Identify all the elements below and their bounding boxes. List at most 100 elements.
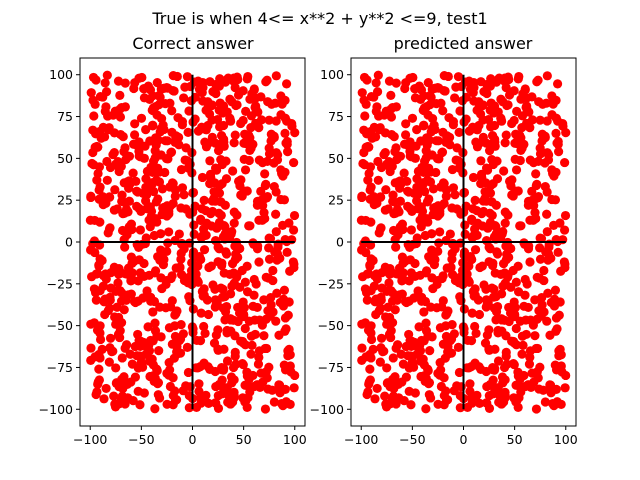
scatter-point: [428, 184, 439, 194]
scatter-point: [280, 313, 291, 323]
scatter-point: [143, 322, 153, 332]
scatter-point: [515, 155, 525, 166]
scatter-point: [524, 359, 535, 369]
scatter-point: [199, 284, 209, 294]
scatter-point: [516, 221, 526, 231]
scatter-point: [537, 300, 547, 310]
scatter-point: [94, 364, 104, 374]
scatter-point: [240, 165, 251, 175]
scatter-point: [551, 128, 561, 138]
scatter-point: [538, 99, 548, 109]
scatter-point: [421, 146, 431, 156]
scatter-point: [109, 262, 119, 272]
scatter-point: [146, 292, 156, 302]
scatter-point: [230, 331, 240, 341]
scatter-point: [141, 125, 151, 135]
scatter-point: [550, 195, 561, 205]
scatter-point: [101, 102, 111, 112]
scatter-point: [382, 159, 392, 169]
scatter-point: [470, 284, 480, 294]
scatter-point: [399, 396, 409, 406]
scatter-point: [436, 98, 446, 108]
scatter-point: [92, 387, 102, 397]
scatter-point: [182, 72, 193, 82]
y-tick-label: −50: [47, 318, 73, 333]
scatter-point: [523, 302, 533, 313]
scatter-point: [510, 138, 520, 148]
scatter-point: [126, 377, 136, 387]
scatter-point: [101, 383, 111, 394]
scatter-point: [465, 84, 476, 94]
scatter-point: [269, 397, 279, 407]
scatter-point: [404, 296, 414, 306]
scatter-point: [256, 368, 266, 378]
scatter-point: [105, 333, 116, 343]
scatter-point: [202, 218, 212, 228]
scatter-point: [423, 217, 433, 227]
scatter-point: [550, 285, 561, 295]
scatter-point: [211, 398, 221, 408]
scatter-point: [443, 306, 453, 316]
scatter-point: [153, 252, 163, 262]
scatter-point: [253, 359, 264, 369]
scatter-point: [513, 287, 524, 297]
scatter-point: [92, 325, 103, 335]
scatter-point: [481, 236, 492, 246]
scatter-point: [445, 229, 455, 239]
scatter-point: [534, 384, 544, 394]
scatter-point: [185, 81, 195, 92]
scatter-point: [379, 110, 389, 120]
scatter-point: [196, 254, 206, 265]
scatter-point: [224, 233, 235, 243]
scatter-point: [283, 346, 293, 356]
scatter-point: [130, 341, 140, 352]
x-tick-label: 100: [283, 432, 307, 447]
scatter-point: [233, 316, 243, 327]
scatter-point: [357, 319, 367, 329]
scatter-point: [273, 239, 283, 249]
scatter-point: [473, 218, 483, 228]
scatter-point: [441, 386, 451, 396]
scatter-point: [266, 129, 276, 139]
scatter-point: [408, 72, 418, 83]
scatter-point: [98, 92, 108, 102]
scatter-point: [207, 100, 217, 110]
scatter-point: [214, 105, 224, 115]
scatter-point: [372, 198, 382, 208]
scatter-point: [547, 91, 557, 101]
scatter-point: [253, 241, 263, 251]
scatter-point: [151, 167, 161, 177]
scatter-point: [168, 178, 178, 189]
scatter-point: [280, 384, 290, 395]
scatter-point: [357, 191, 367, 201]
scatter-point: [431, 167, 441, 178]
y-tick-label: 50: [57, 151, 73, 166]
scatter-point: [247, 340, 257, 350]
scatter-point: [88, 125, 98, 135]
scatter-point: [230, 130, 240, 140]
scatter-point: [246, 123, 256, 133]
y-tick-label: −25: [318, 276, 344, 291]
scatter-point: [373, 175, 383, 185]
scatter-point: [540, 397, 550, 407]
scatter-point: [268, 265, 278, 276]
scatter-series: [356, 70, 571, 414]
scatter-point: [242, 74, 252, 84]
scatter-point: [126, 252, 137, 262]
scatter-point: [86, 355, 96, 365]
scatter-point: [156, 114, 167, 124]
scatter-point: [170, 191, 180, 201]
scatter-point: [554, 146, 564, 157]
scatter-point: [382, 363, 392, 373]
scatter-point: [250, 93, 261, 103]
scatter-point: [162, 211, 172, 221]
scatter-point: [150, 146, 160, 156]
scatter-point: [163, 154, 173, 164]
scatter-point: [395, 151, 406, 161]
scatter-point: [176, 203, 186, 213]
scatter-point: [532, 314, 542, 324]
scatter-point: [490, 344, 500, 354]
scatter-point: [442, 132, 452, 143]
scatter-point: [113, 76, 124, 86]
scatter-point: [262, 75, 272, 85]
